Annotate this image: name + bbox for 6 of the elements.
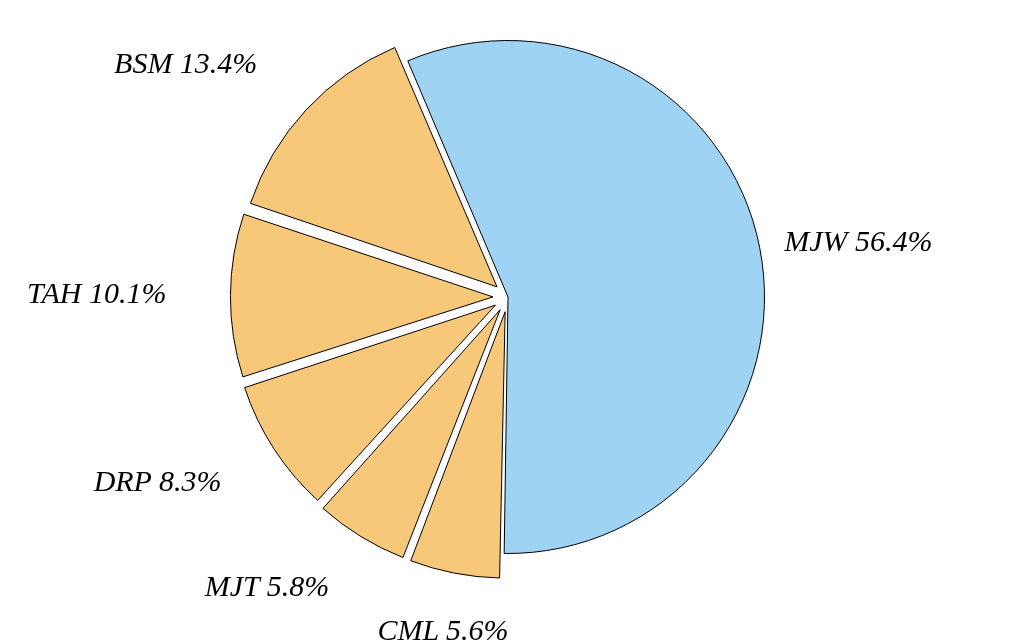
slice-label: MJW 56.4%	[783, 223, 933, 257]
slice-label: MJT 5.8%	[203, 568, 330, 602]
slice-label: CML 5.6%	[377, 613, 509, 644]
slice-label: BSM 13.4%	[114, 45, 258, 79]
slice-label: DRP 8.3%	[92, 463, 222, 497]
slice-label: TAH 10.1%	[27, 276, 167, 310]
